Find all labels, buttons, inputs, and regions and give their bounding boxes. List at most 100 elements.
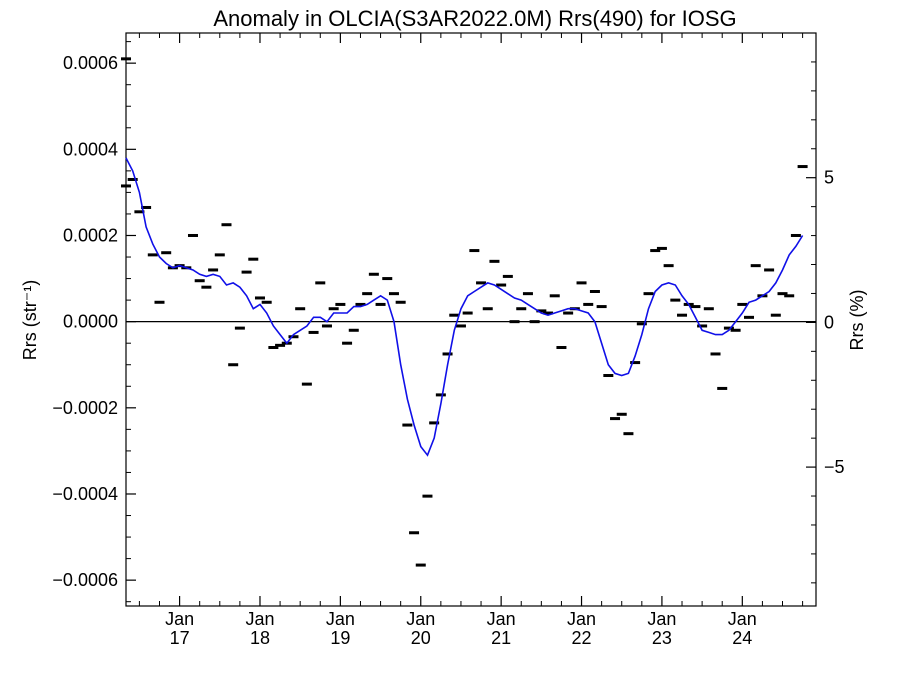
data-point — [703, 307, 714, 311]
x-tick-label: Jan — [165, 609, 194, 629]
y2-axis-label: Rrs (%) — [847, 290, 867, 351]
data-point — [422, 494, 433, 498]
data-point — [610, 417, 621, 421]
x-tick-label: Jan — [487, 609, 516, 629]
data-point — [134, 210, 145, 214]
data-point — [476, 281, 487, 285]
x-tick-year-label: 18 — [250, 628, 270, 648]
x-tick-year-label: 22 — [572, 628, 592, 648]
x-tick-label: Jan — [406, 609, 435, 629]
x-tick-year-label: 24 — [732, 628, 752, 648]
data-point — [388, 292, 399, 296]
data-point — [529, 320, 540, 324]
data-point — [201, 285, 212, 289]
data-point — [462, 311, 473, 315]
data-point — [415, 563, 426, 567]
data-point — [650, 249, 661, 253]
y2-tick-label: −5 — [824, 457, 845, 477]
data-point — [141, 205, 152, 209]
data-point — [121, 184, 131, 188]
data-point — [563, 311, 574, 315]
x-tick-year-label: 17 — [170, 628, 190, 648]
y2-tick-label: 0 — [824, 312, 834, 332]
y-tick-label: −0.0004 — [52, 484, 118, 504]
x-tick-year-label: 21 — [491, 628, 511, 648]
y-tick-label: 0.0002 — [63, 225, 118, 245]
data-point — [717, 386, 728, 390]
x-tick-year-label: 23 — [652, 628, 672, 648]
data-point — [194, 279, 205, 283]
y2-tick-label: 5 — [824, 168, 834, 188]
data-point — [254, 296, 265, 300]
data-point — [509, 320, 520, 324]
y-tick-label: 0.0004 — [63, 139, 118, 159]
data-point — [147, 253, 158, 257]
data-point — [275, 343, 286, 347]
y-tick-label: −0.0002 — [52, 398, 118, 418]
data-point — [154, 300, 165, 304]
data-point — [161, 251, 172, 255]
data-point — [583, 302, 594, 306]
data-point — [616, 412, 627, 416]
data-point — [737, 302, 748, 306]
data-point — [636, 322, 647, 326]
data-point — [744, 315, 755, 319]
data-point — [409, 531, 420, 535]
data-point — [382, 277, 393, 281]
data-point — [469, 249, 480, 253]
data-point — [368, 272, 379, 276]
data-point — [208, 268, 219, 272]
data-point — [764, 268, 775, 272]
data-point — [522, 292, 533, 296]
data-point — [589, 289, 600, 293]
data-point — [549, 294, 560, 298]
data-point — [556, 346, 567, 350]
y-axis-label: Rrs (str⁻¹) — [20, 280, 40, 360]
chart-title: Anomaly in OLCIA(S3AR2022.0M) Rrs(490) f… — [213, 6, 736, 31]
data-point — [502, 274, 513, 278]
y-tick-label: −0.0006 — [52, 570, 118, 590]
data-point — [543, 311, 554, 315]
data-point — [750, 264, 761, 268]
data-point — [187, 233, 198, 237]
data-point — [375, 302, 386, 306]
data-point — [536, 309, 547, 313]
data-point — [455, 324, 466, 328]
data-point — [241, 270, 252, 274]
data-point — [321, 324, 332, 328]
plot-frame — [125, 32, 817, 607]
y-tick-label: 0.0000 — [63, 312, 118, 332]
data-point — [710, 352, 721, 356]
data-point — [516, 307, 527, 311]
data-point — [127, 177, 138, 181]
data-point — [643, 292, 654, 296]
data-point — [248, 257, 259, 261]
data-point — [482, 307, 493, 311]
data-point — [221, 223, 232, 227]
x-tick-label: Jan — [245, 609, 274, 629]
data-point — [121, 57, 131, 61]
data-point — [576, 281, 587, 285]
data-point — [656, 246, 667, 250]
data-point — [301, 382, 312, 386]
data-point — [623, 432, 634, 436]
data-point — [328, 307, 339, 311]
x-tick-label: Jan — [728, 609, 757, 629]
x-tick-label: Jan — [647, 609, 676, 629]
data-point — [288, 335, 299, 339]
data-point — [342, 341, 353, 345]
smoothed-anomaly-line — [125, 157, 804, 457]
data-point — [429, 421, 440, 425]
data-point — [697, 324, 708, 328]
data-point — [268, 346, 279, 350]
x-tick-label: Jan — [326, 609, 355, 629]
data-point — [496, 283, 507, 287]
data-point — [670, 298, 681, 302]
data-point — [442, 352, 453, 356]
data-point — [214, 253, 225, 257]
data-point — [435, 393, 446, 397]
data-point — [335, 302, 346, 306]
x-tick-year-label: 20 — [411, 628, 431, 648]
data-point — [630, 361, 641, 365]
data-point — [348, 328, 359, 332]
